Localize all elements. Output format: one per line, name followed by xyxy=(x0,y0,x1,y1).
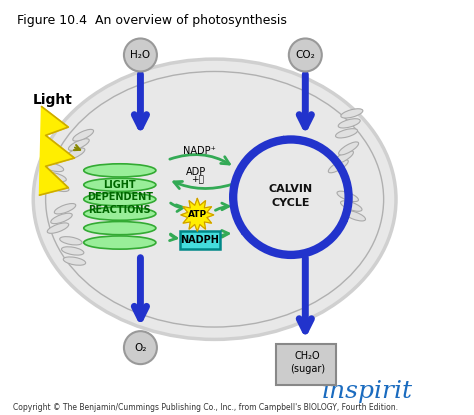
Ellipse shape xyxy=(62,247,84,255)
Ellipse shape xyxy=(47,182,69,191)
Ellipse shape xyxy=(336,129,357,138)
Ellipse shape xyxy=(340,201,362,211)
Text: ATP: ATP xyxy=(188,210,207,220)
FancyBboxPatch shape xyxy=(276,344,336,385)
Text: REACTIONS: REACTIONS xyxy=(89,205,151,215)
Ellipse shape xyxy=(84,207,156,220)
Ellipse shape xyxy=(64,257,86,265)
Ellipse shape xyxy=(73,129,93,141)
Ellipse shape xyxy=(68,139,89,150)
Ellipse shape xyxy=(84,178,156,191)
Text: inspirit: inspirit xyxy=(322,380,413,403)
Ellipse shape xyxy=(45,172,66,182)
Ellipse shape xyxy=(338,142,359,155)
Text: NADPH: NADPH xyxy=(180,235,219,245)
Ellipse shape xyxy=(84,164,156,177)
Ellipse shape xyxy=(338,119,360,128)
Text: O₂: O₂ xyxy=(134,343,146,353)
Ellipse shape xyxy=(337,191,358,202)
Text: CYCLE: CYCLE xyxy=(272,198,310,208)
FancyBboxPatch shape xyxy=(180,232,220,249)
Polygon shape xyxy=(181,198,214,232)
Text: CO₂: CO₂ xyxy=(295,50,315,60)
Text: CALVIN: CALVIN xyxy=(269,184,313,194)
Ellipse shape xyxy=(328,160,348,173)
Text: DEPENDENT: DEPENDENT xyxy=(87,192,153,202)
Ellipse shape xyxy=(33,59,396,339)
Ellipse shape xyxy=(60,237,82,245)
Ellipse shape xyxy=(42,162,64,172)
Ellipse shape xyxy=(344,210,365,221)
Text: Copyright © The Benjamin/Cummings Publishing Co., Inc., from Campbell's BIOLOGY,: Copyright © The Benjamin/Cummings Publis… xyxy=(13,403,398,412)
Text: NADP⁺: NADP⁺ xyxy=(182,146,215,156)
Text: Figure 10.4  An overview of photosynthesis: Figure 10.4 An overview of photosynthesi… xyxy=(17,14,287,27)
Ellipse shape xyxy=(84,236,156,249)
Ellipse shape xyxy=(51,213,72,224)
Ellipse shape xyxy=(64,148,85,160)
Ellipse shape xyxy=(341,109,363,118)
Text: LIGHT: LIGHT xyxy=(103,180,136,190)
Text: ADP: ADP xyxy=(186,167,206,177)
Ellipse shape xyxy=(84,193,156,206)
Ellipse shape xyxy=(333,151,354,164)
Text: H₂O: H₂O xyxy=(130,50,150,60)
Text: +Ⓟ: +Ⓟ xyxy=(191,175,204,184)
Circle shape xyxy=(289,39,322,71)
Text: (sugar): (sugar) xyxy=(290,364,325,374)
Circle shape xyxy=(124,331,157,364)
Polygon shape xyxy=(39,107,74,195)
Ellipse shape xyxy=(84,222,156,235)
Ellipse shape xyxy=(55,203,76,214)
Ellipse shape xyxy=(47,223,69,233)
Text: Light: Light xyxy=(33,93,73,107)
Circle shape xyxy=(124,39,157,71)
Text: CH₂O: CH₂O xyxy=(294,351,320,361)
